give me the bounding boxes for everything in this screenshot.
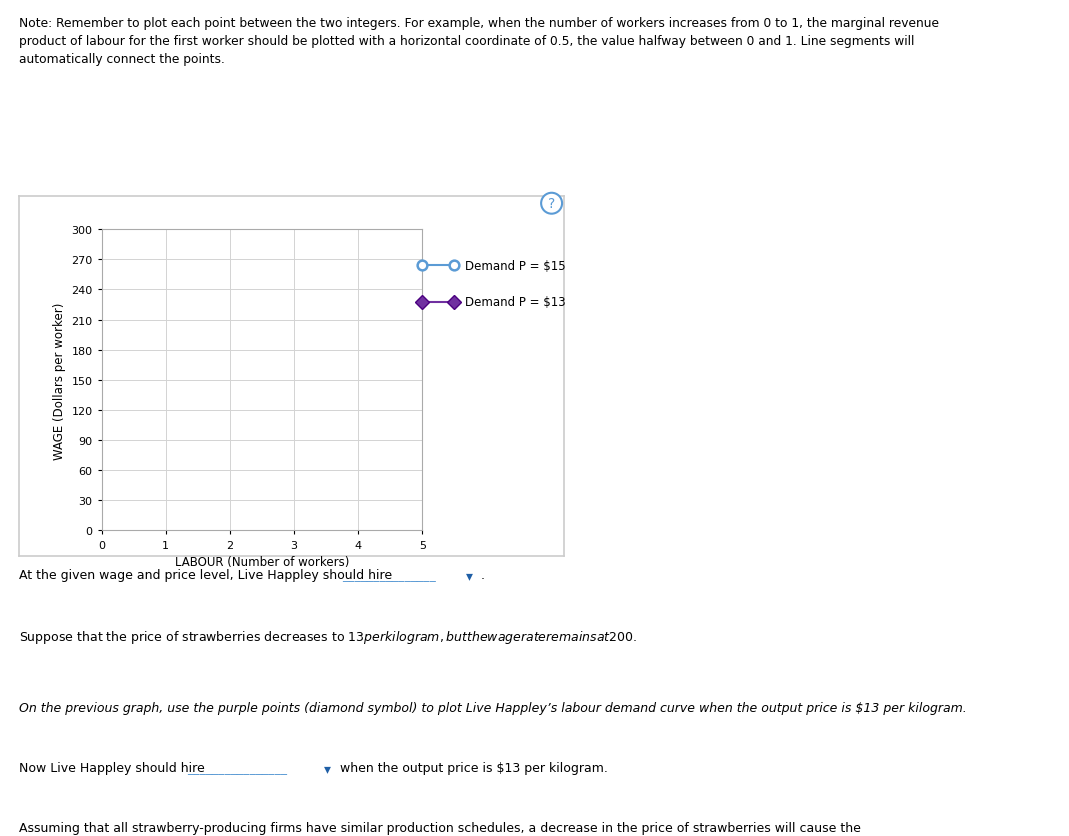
Text: ▾: ▾ (324, 761, 331, 775)
Text: Demand P = $15: Demand P = $15 (465, 259, 566, 273)
Text: Note: Remember to plot each point between the two integers. For example, when th: Note: Remember to plot each point betwee… (19, 17, 940, 66)
Text: At the given wage and price level, Live Happley should hire: At the given wage and price level, Live … (19, 568, 392, 582)
Text: Assuming that all strawberry-producing firms have similar production schedules, : Assuming that all strawberry-producing f… (19, 821, 862, 834)
Y-axis label: WAGE (Dollars per worker): WAGE (Dollars per worker) (52, 302, 65, 459)
Text: .: . (481, 568, 485, 582)
X-axis label: LABOUR (Number of workers): LABOUR (Number of workers) (174, 555, 350, 568)
Text: ?: ? (548, 197, 555, 211)
Text: ________________: ________________ (187, 761, 288, 774)
Text: On the previous graph, use the purple points (diamond symbol) to plot Live Happl: On the previous graph, use the purple po… (19, 701, 967, 714)
Text: Now Live Happley should hire: Now Live Happley should hire (19, 761, 205, 774)
Text: _______________: _______________ (342, 568, 436, 582)
Text: when the output price is $13 per kilogram.: when the output price is $13 per kilogra… (340, 761, 608, 774)
Text: Suppose that the price of strawberries decreases to $13 per kilogram, but the wa: Suppose that the price of strawberries d… (19, 629, 637, 645)
Text: Demand P = $13: Demand P = $13 (465, 296, 566, 309)
Text: ▾: ▾ (466, 568, 474, 583)
